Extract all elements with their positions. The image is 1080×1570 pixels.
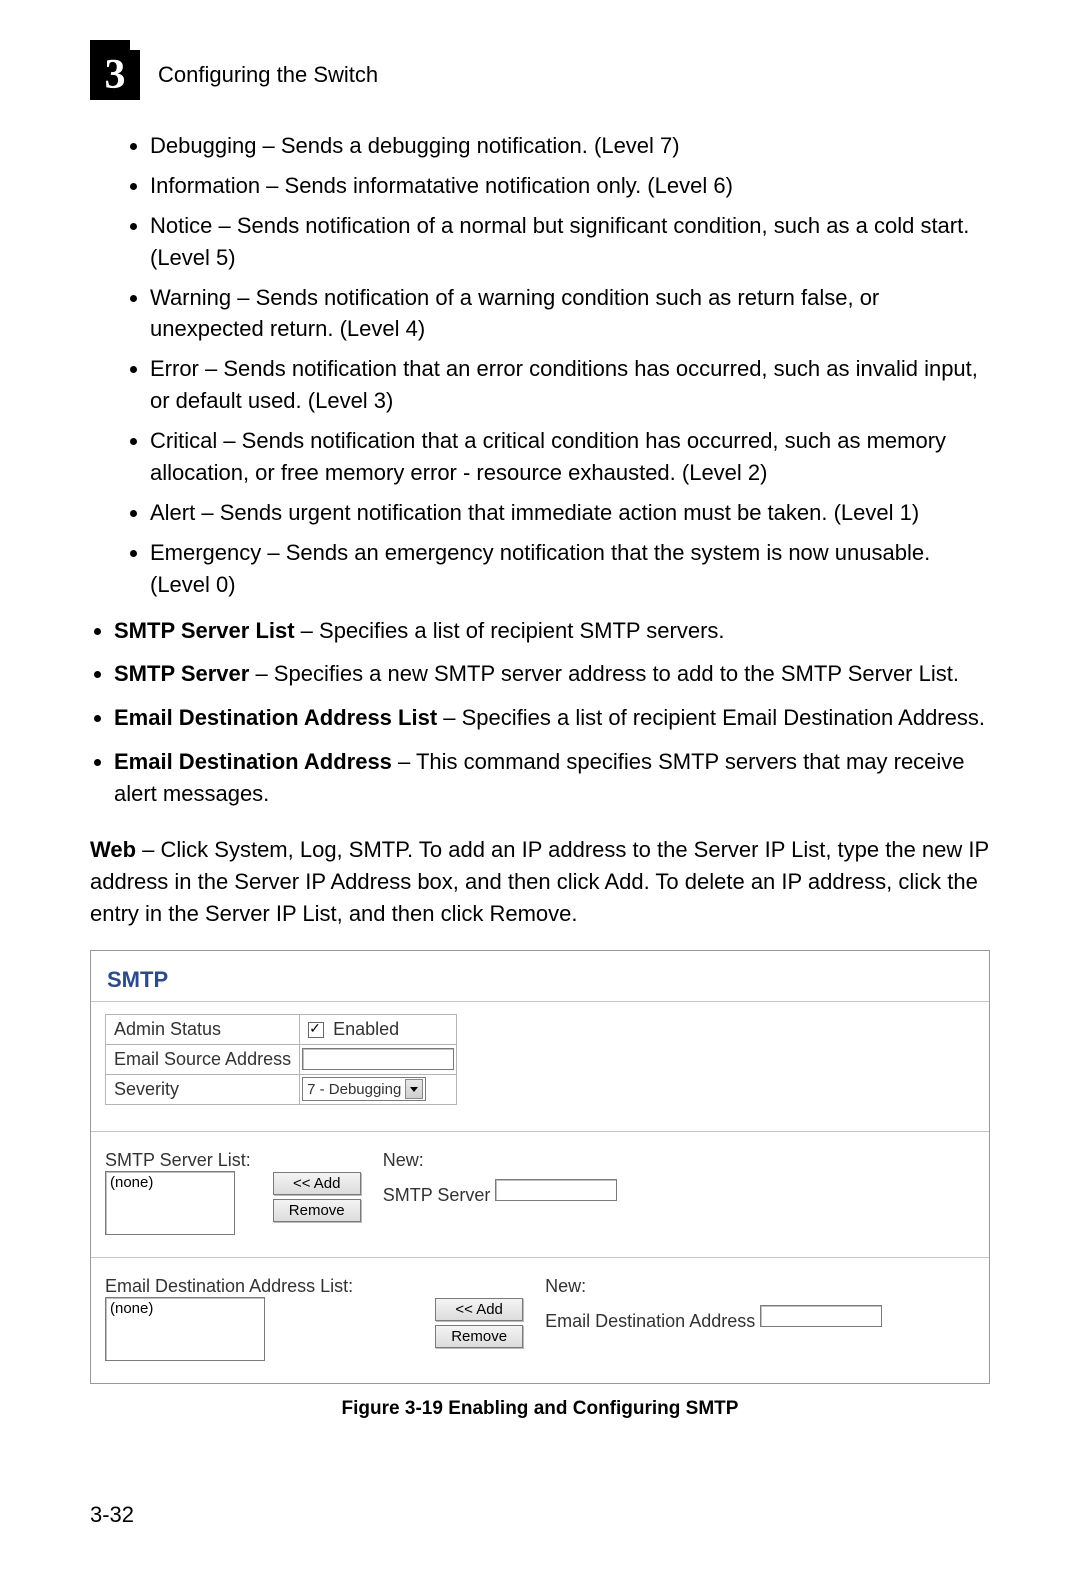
smtp-panel: SMTP Admin Status Enabled Email Source A… — [90, 950, 990, 1384]
remove-button[interactable]: Remove — [435, 1325, 523, 1348]
figure-caption: Figure 3-19 Enabling and Configuring SMT… — [90, 1398, 990, 1420]
level-item: Alert – Sends urgent notification that i… — [150, 497, 990, 529]
email-list-label: Email Destination Address List: — [105, 1276, 353, 1297]
page-number: 3-32 — [90, 1502, 134, 1528]
email-dest-listbox[interactable]: (none) — [105, 1297, 265, 1361]
levels-list: Debugging – Sends a debugging notificati… — [150, 130, 990, 601]
email-dest-section: Email Destination Address List: (none) <… — [91, 1258, 989, 1361]
divider — [91, 1001, 989, 1002]
email-source-label: Email Source Address — [106, 1044, 300, 1074]
definition-term: SMTP Server List — [114, 618, 295, 643]
admin-status-cell: Enabled — [300, 1014, 457, 1044]
email-dest-input[interactable] — [760, 1305, 882, 1327]
definition-item: Email Destination Address List – Specifi… — [114, 702, 990, 734]
web-paragraph: Web – Click System, Log, SMTP. To add an… — [90, 834, 990, 930]
severity-dropdown[interactable]: 7 - Debugging — [302, 1077, 426, 1101]
level-item: Warning – Sends notification of a warnin… — [150, 282, 990, 346]
chapter-title: Configuring the Switch — [158, 62, 378, 88]
smtp-server-listbox[interactable]: (none) — [105, 1171, 235, 1235]
definitions-list: SMTP Server List – Specifies a list of r… — [114, 615, 990, 810]
definition-term: Email Destination Address — [114, 749, 392, 774]
web-rest: – Click System, Log, SMTP. To add an IP … — [90, 837, 989, 926]
smtp-server-field-label: SMTP Server — [383, 1185, 491, 1205]
chapter-badge: 3 — [90, 50, 140, 100]
smtp-server-section: SMTP Server List: (none) << Add Remove N… — [91, 1132, 989, 1235]
definition-item: Email Destination Address – This command… — [114, 746, 990, 810]
definition-desc: – Specifies a list of recipient SMTP ser… — [295, 618, 725, 643]
admin-status-label: Admin Status — [106, 1014, 300, 1044]
definition-item: SMTP Server – Specifies a new SMTP serve… — [114, 658, 990, 690]
add-button[interactable]: << Add — [435, 1298, 523, 1321]
chapter-number: 3 — [105, 54, 126, 96]
enabled-checkbox[interactable] — [308, 1022, 324, 1038]
smtp-list-label: SMTP Server List: — [105, 1150, 251, 1171]
definition-term: SMTP Server — [114, 661, 249, 686]
level-item: Emergency – Sends an emergency notificat… — [150, 537, 990, 601]
level-item: Notice – Sends notification of a normal … — [150, 210, 990, 274]
level-item: Information – Sends informatative notifi… — [150, 170, 990, 202]
remove-button[interactable]: Remove — [273, 1199, 361, 1222]
level-item: Debugging – Sends a debugging notificati… — [150, 130, 990, 162]
level-item: Error – Sends notification that an error… — [150, 353, 990, 417]
severity-label: Severity — [106, 1074, 300, 1104]
config-table: Admin Status Enabled Email Source Addres… — [105, 1014, 457, 1105]
level-item: Critical – Sends notification that a cri… — [150, 425, 990, 489]
smtp-title: SMTP — [91, 951, 989, 1001]
email-dest-field-label: Email Destination Address — [545, 1311, 755, 1331]
enabled-label: Enabled — [333, 1019, 399, 1039]
definition-item: SMTP Server List – Specifies a list of r… — [114, 615, 990, 647]
new-label: New: — [383, 1150, 617, 1171]
definition-desc: – Specifies a new SMTP server address to… — [249, 661, 959, 686]
listbox-none: (none) — [110, 1300, 153, 1317]
definition-desc: – Specifies a list of recipient Email De… — [437, 705, 985, 730]
definition-term: Email Destination Address List — [114, 705, 437, 730]
chevron-down-icon — [405, 1079, 423, 1099]
new-label: New: — [545, 1276, 882, 1297]
listbox-none: (none) — [110, 1174, 153, 1191]
email-source-input[interactable] — [302, 1048, 454, 1070]
page-header: 3 Configuring the Switch — [90, 50, 990, 100]
web-lead: Web — [90, 837, 136, 862]
add-button[interactable]: << Add — [273, 1172, 361, 1195]
smtp-server-input[interactable] — [495, 1179, 617, 1201]
severity-value: 7 - Debugging — [307, 1081, 401, 1098]
